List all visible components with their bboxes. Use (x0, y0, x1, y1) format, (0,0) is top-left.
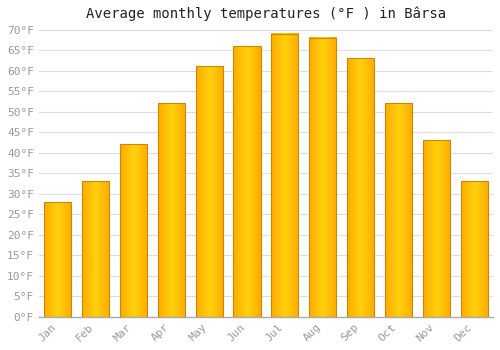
Bar (309, 38, 336, 317)
Bar (44, 202, 72, 317)
Bar (347, 58, 374, 317)
Bar (120, 145, 147, 317)
Bar (82, 181, 109, 317)
Bar (460, 181, 488, 317)
Bar (158, 103, 185, 317)
Title: Average monthly temperatures (°F ) in Bârsa: Average monthly temperatures (°F ) in Bâ… (86, 7, 446, 21)
Bar (422, 140, 450, 317)
Bar (234, 46, 260, 317)
Bar (271, 34, 298, 317)
Bar (196, 66, 223, 317)
Bar (385, 103, 412, 317)
